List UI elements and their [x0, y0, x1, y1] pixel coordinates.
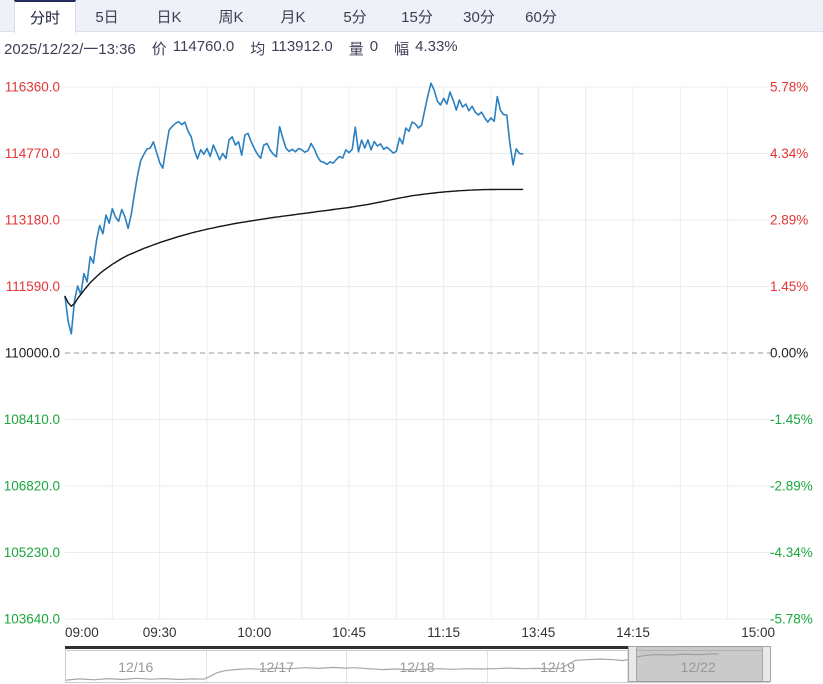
quote-field-均: 均 113912.0 — [250, 38, 332, 59]
y-axis-price-label: 114770.0 — [5, 146, 60, 161]
nav-selection[interactable] — [629, 646, 770, 682]
tab-15分[interactable]: 15分 — [401, 9, 433, 26]
y-axis-percent-label: 4.34% — [770, 146, 808, 161]
x-axis-time-label: 09:30 — [143, 625, 177, 640]
quote-field-label: 量 — [348, 40, 364, 58]
nav-day-12-17[interactable]: 12/17 — [207, 651, 348, 682]
y-axis-price-label: 110000.0 — [5, 346, 60, 361]
tab-5分[interactable]: 5分 — [343, 9, 367, 26]
quote-field-value: 4.33% — [415, 37, 458, 55]
nav-day-12-18[interactable]: 12/18 — [347, 651, 488, 682]
quote-field-label: 价 — [151, 40, 167, 58]
sparkline-path — [66, 653, 719, 681]
y-axis-percent-label: -4.34% — [770, 545, 813, 560]
y-axis-percent-label: 1.45% — [770, 279, 808, 294]
y-axis-percent-label: 2.89% — [770, 213, 808, 228]
y-axis-price-label: 111590.0 — [6, 279, 60, 294]
quote-field-幅: 幅 4.33% — [394, 38, 458, 59]
y-axis-price-label: 116360.0 — [5, 80, 60, 95]
period-tab-bar: 分时 5日 日K 周K 月K 5分 15分 30分 60分 — [0, 0, 823, 33]
quote-field-value: 113912.0 — [271, 37, 333, 55]
quote-field-价: 价 114760.0 — [152, 38, 234, 59]
navigator-sparkline — [66, 653, 719, 681]
quote-field-value: 114760.0 — [172, 37, 235, 55]
tab-60分[interactable]: 60分 — [525, 9, 557, 26]
price-line — [64, 82, 524, 335]
y-axis-price-label: 106820.0 — [4, 479, 60, 494]
tab-日K[interactable]: 日K — [156, 9, 182, 26]
nav-day-12-16[interactable]: 12/16 — [66, 651, 207, 682]
quote-field-value: 0 — [369, 37, 379, 55]
y-axis-price-label: 105230.0 — [4, 545, 60, 560]
tab-30分[interactable]: 30分 — [463, 9, 495, 26]
minute-chart[interactable]: 116360.0 5.78% 114770.0 4.34% 113180.0 2.89% 1… — [0, 64, 823, 646]
tab-5日[interactable]: 5日 — [95, 9, 119, 26]
nav-right-handle[interactable] — [762, 646, 771, 682]
tab-月K[interactable]: 月K — [280, 9, 306, 26]
quote-datetime: 2025/12/22/一13:36 — [4, 40, 136, 58]
quote-field-label: 幅 — [394, 40, 410, 58]
y-axis-percent-label: -5.78% — [770, 612, 813, 627]
x-axis-time-label: 14:15 — [616, 625, 650, 640]
quote-info-bar: 2025/12/22/一13:36 价 114760.0 均 113912.0 量 0 幅 4.… — [0, 33, 823, 63]
navigator-top-line — [65, 646, 629, 649]
grid-lines — [65, 86, 775, 620]
x-axis-time-label: 13:45 — [521, 625, 555, 640]
x-axis-time-label: 09:00 — [65, 625, 99, 640]
y-axis-percent-label: 5.78% — [770, 80, 808, 95]
y-axis-price-label: 108410.0 — [4, 412, 60, 427]
average-line — [64, 188, 524, 307]
x-axis-time-label: 15:00 — [741, 625, 775, 640]
quote-field-label: 均 — [250, 40, 266, 58]
x-axis-time-label: 10:00 — [237, 625, 271, 640]
nav-day-12-19[interactable]: 12/19 — [488, 651, 629, 682]
y-axis-percent-label: 0.00% — [770, 346, 808, 361]
y-axis-price-label: 113180.0 — [5, 213, 60, 228]
y-axis-percent-label: -1.45% — [770, 412, 813, 427]
x-axis-time-label: 10:45 — [332, 625, 366, 640]
x-axis-time-label: 11:15 — [427, 625, 460, 640]
tab-周K[interactable]: 周K — [218, 9, 244, 26]
nav-left-handle[interactable] — [628, 646, 637, 682]
y-axis-price-label: 103640.0 — [4, 612, 60, 627]
y-axis-percent-label: -2.89% — [770, 479, 813, 494]
tab-分时[interactable]: 分时 — [14, 0, 76, 33]
